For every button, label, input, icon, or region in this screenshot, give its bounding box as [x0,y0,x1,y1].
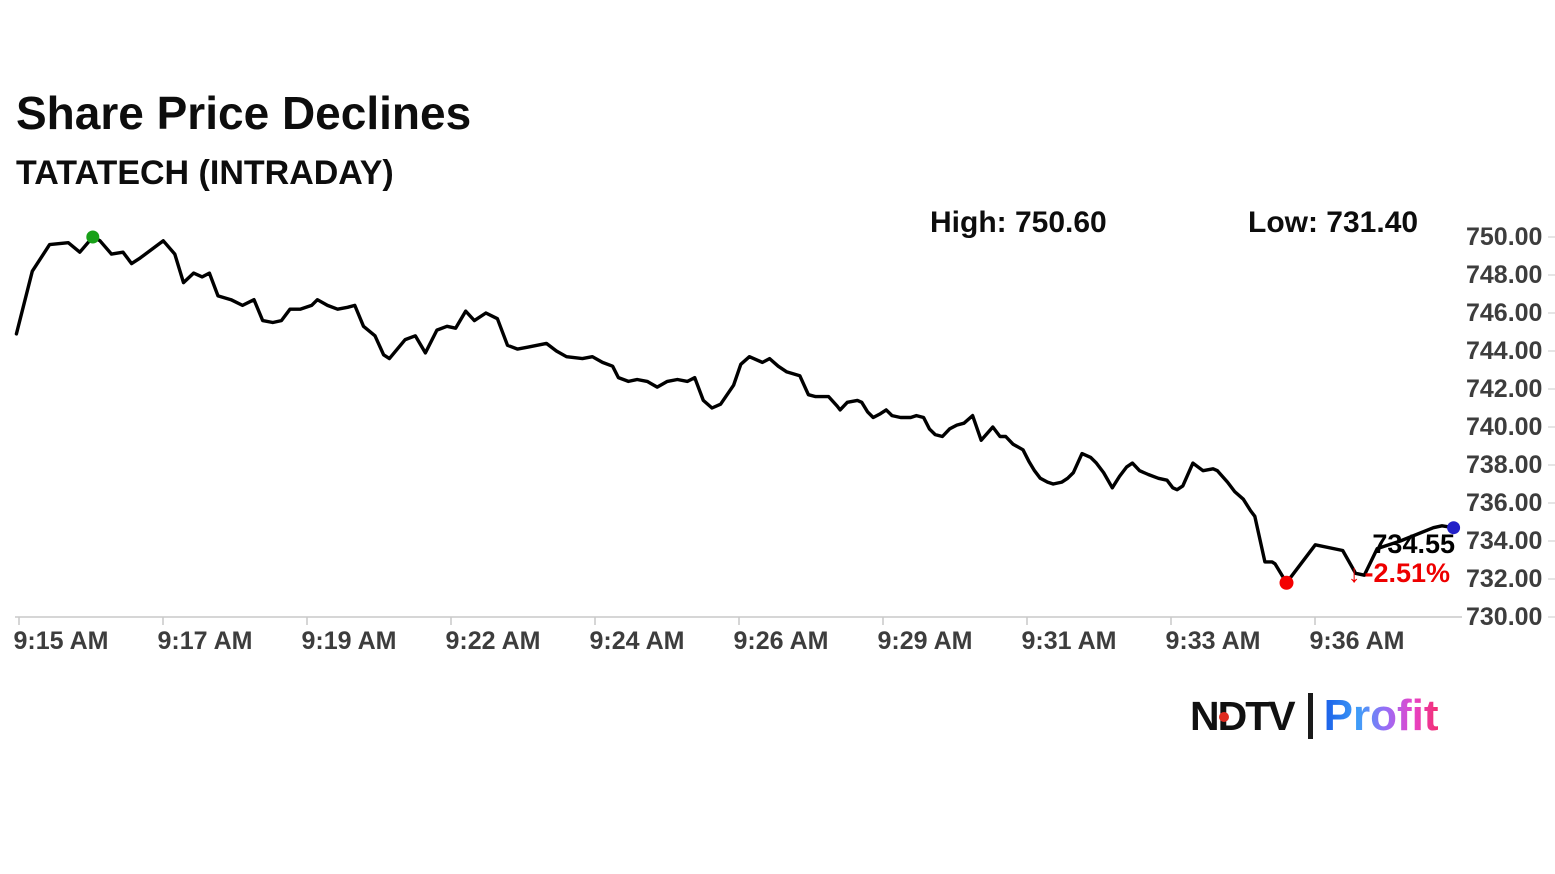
y-axis-label: 734.00 [1466,527,1543,555]
chart-subtitle: TATATECH (INTRADAY) [16,154,394,192]
y-axis-label: 730.00 [1466,603,1543,631]
logo-separator-bar [1307,693,1313,739]
y-axis-label: 736.00 [1466,489,1543,517]
ndtv-red-dot-icon [1219,711,1229,722]
x-axis-label: 9:19 AM [301,627,397,655]
x-axis-label: 9:17 AM [157,627,253,655]
y-axis-ticks [1548,236,1555,618]
ndtv-wordmark: NDTV [1190,692,1296,740]
x-axis-ticks [18,617,1316,625]
last-price-label: 734.55 [1372,529,1455,559]
y-axis-label: 744.00 [1466,337,1543,365]
down-arrow-icon: ↓ [1348,560,1361,588]
page-title: Share Price Declines [16,87,472,139]
high-marker-dot [86,230,100,244]
price-line [14,235,1456,585]
last-price-marker-dot [1447,521,1461,535]
x-axis-label: 9:15 AM [13,627,109,655]
ndtv-profit-logo: NDTV Profit [1190,690,1439,742]
x-axis-label: 9:31 AM [1021,627,1117,655]
x-axis-label: 9:22 AM [445,627,541,655]
low-value-label: Low: 731.40 [1248,206,1419,239]
y-axis-label: 738.00 [1466,451,1543,479]
y-axis-label: 750.00 [1466,223,1543,251]
y-axis-label: 748.00 [1466,261,1543,289]
x-axis-label: 9:33 AM [1165,627,1261,655]
x-axis-label: 9:36 AM [1309,627,1405,655]
low-marker-dot [1279,575,1294,590]
y-axis-label: 742.00 [1466,375,1543,403]
profit-wordmark: Profit [1323,691,1439,740]
y-axis-label: 732.00 [1466,565,1543,593]
change-percent-value: -2.51% [1364,558,1451,588]
high-value-label: High: 750.60 [930,206,1107,239]
y-axis-label: 740.00 [1466,413,1543,441]
y-axis-label: 746.00 [1466,299,1543,327]
ndtv-text: NDTV [1190,692,1296,739]
change-percent-label: ↓ -2.51% [1348,558,1450,589]
x-axis-label: 9:26 AM [733,627,829,655]
x-axis-label: 9:24 AM [589,627,685,655]
x-axis-label: 9:29 AM [877,627,973,655]
